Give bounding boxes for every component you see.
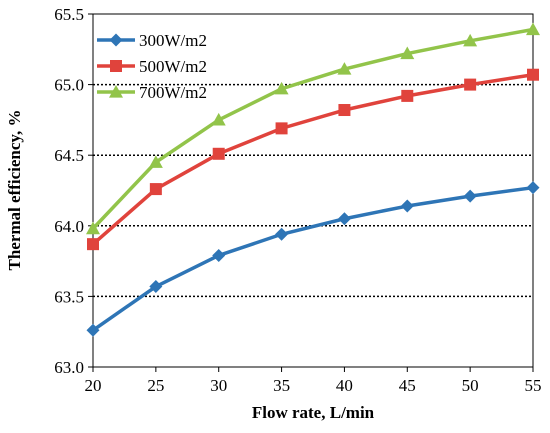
data-point-700w-m2-40 xyxy=(337,62,352,75)
y-tick-label: 64.5 xyxy=(54,146,84,165)
x-tick-label: 25 xyxy=(147,376,164,395)
data-point-700w-m2-25 xyxy=(148,155,163,168)
x-axis-ticks: 20 25 30 35 40 45 50 55 xyxy=(85,367,542,395)
x-tick-label: 35 xyxy=(273,376,290,395)
series-500w-m2 xyxy=(87,68,539,251)
data-point-700w-m2-50 xyxy=(463,33,478,47)
y-axis-title: Thermal efficiency, % xyxy=(5,110,24,271)
data-point-700w-m2-30 xyxy=(211,112,226,126)
legend-swatch-marker xyxy=(109,85,123,98)
y-tick-label: 65.0 xyxy=(54,76,84,95)
data-point-500w-m2-40 xyxy=(338,104,351,117)
data-point-300w-m2-30 xyxy=(212,248,226,262)
y-tick-label: 64.0 xyxy=(54,217,84,236)
legend-swatch-marker xyxy=(110,60,122,72)
y-tick-label: 63.5 xyxy=(54,287,84,306)
data-point-500w-m2-45 xyxy=(401,89,414,102)
legend-label: 700W/m2 xyxy=(139,83,207,102)
data-point-300w-m2-40 xyxy=(337,212,351,226)
x-tick-label: 45 xyxy=(399,376,416,395)
x-axis-title: Flow rate, L/min xyxy=(252,403,375,422)
x-tick-label: 40 xyxy=(336,376,353,395)
series-300w-m2 xyxy=(86,181,540,337)
x-tick-label: 30 xyxy=(210,376,227,395)
data-point-500w-m2-35 xyxy=(275,122,288,135)
data-point-300w-m2-20 xyxy=(86,323,100,337)
legend-item-300w-m2: 300W/m2 xyxy=(97,31,207,50)
data-point-500w-m2-30 xyxy=(212,147,225,160)
data-point-300w-m2-50 xyxy=(463,189,477,203)
legend-label: 300W/m2 xyxy=(139,31,207,50)
y-tick-label: 65.5 xyxy=(54,5,84,24)
x-tick-label: 50 xyxy=(462,376,479,395)
data-point-700w-m2-20 xyxy=(86,221,100,235)
data-point-700w-m2-45 xyxy=(400,46,415,60)
y-tick-label: 63.0 xyxy=(54,358,84,377)
legend: 300W/m2 500W/m2 700W/m2 xyxy=(97,31,207,102)
legend-item-500w-m2: 500W/m2 xyxy=(97,57,207,76)
x-tick-label: 20 xyxy=(85,376,102,395)
data-point-500w-m2-25 xyxy=(149,183,162,196)
x-tick-label: 55 xyxy=(525,376,542,395)
data-point-500w-m2-55 xyxy=(527,68,539,81)
data-point-300w-m2-55 xyxy=(526,181,540,195)
data-point-500w-m2-50 xyxy=(464,78,477,91)
data-point-300w-m2-45 xyxy=(400,199,414,213)
data-point-700w-m2-55 xyxy=(526,22,540,36)
legend-item-700w-m2: 700W/m2 xyxy=(97,83,207,102)
y-axis-ticks: 63.0 63.5 64.0 64.5 65.0 65.5 xyxy=(54,5,93,377)
series-line-500w-m2 xyxy=(91,72,534,246)
data-point-300w-m2-35 xyxy=(275,227,289,241)
series-line-300w-m2 xyxy=(91,185,534,332)
data-point-300w-m2-25 xyxy=(149,280,163,294)
data-point-500w-m2-20 xyxy=(87,238,99,251)
series-line-700w-m2 xyxy=(91,27,534,230)
series-700w-m2 xyxy=(86,22,540,235)
legend-swatch-marker xyxy=(109,33,123,47)
series-layer xyxy=(86,22,540,337)
legend-label: 500W/m2 xyxy=(139,57,207,76)
data-point-700w-m2-35 xyxy=(274,81,289,95)
